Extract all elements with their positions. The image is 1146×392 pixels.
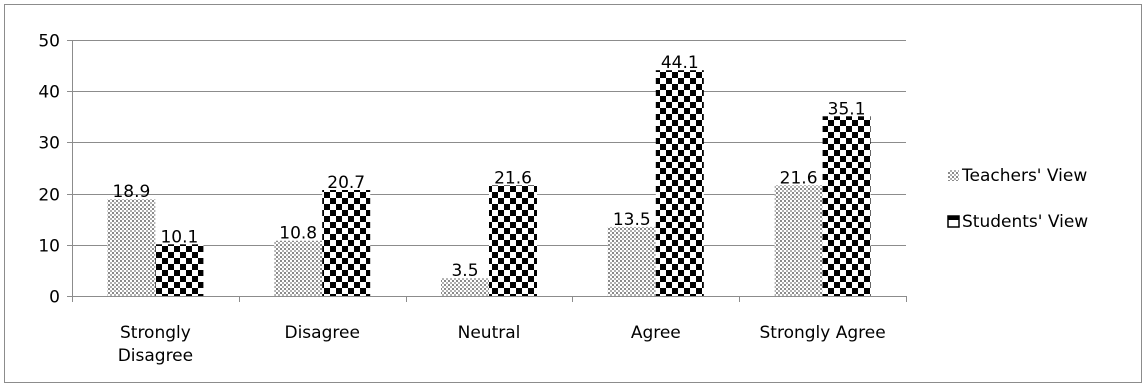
data-label: 20.7	[327, 173, 365, 193]
y-tick-label: 40	[38, 83, 60, 103]
bar-students-neutral	[489, 185, 537, 296]
bars	[107, 70, 871, 297]
data-label: 44.1	[661, 53, 699, 73]
data-label: 21.6	[494, 168, 532, 188]
y-tick-label: 30	[38, 134, 60, 154]
gridlines	[72, 40, 906, 246]
bar-teachers-disagree	[274, 240, 323, 296]
bar-students-strongly-agree	[822, 116, 871, 297]
axes: 0 10 20 30 40 50 Strongly Disagree Disagree Neutr…	[38, 32, 907, 366]
data-label: 10.8	[279, 224, 317, 244]
bar-students-agree	[655, 70, 704, 296]
y-tick-label: 0	[49, 288, 60, 308]
legend-swatch-fill	[948, 216, 959, 220]
x-tick-label: Strongly	[120, 323, 191, 343]
y-tick-label: 50	[38, 32, 60, 52]
chart-border	[4, 4, 1142, 383]
y-tick-label: 20	[38, 186, 60, 206]
bar-teachers-agree	[607, 226, 656, 296]
legend-label: Students' View	[962, 212, 1088, 232]
legend: Teachers' View Students' View	[947, 166, 1088, 232]
bar-teachers-strongly-disagree	[107, 199, 156, 296]
data-label: 3.5	[451, 261, 478, 281]
data-label: 18.9	[112, 182, 150, 202]
data-label: 35.1	[828, 99, 866, 119]
legend-label: Teachers' View	[961, 166, 1087, 186]
x-tick-label: Disagree	[284, 323, 359, 343]
bar-teachers-neutral	[441, 278, 489, 296]
x-tick-label: Disagree	[118, 346, 193, 366]
x-tick-label: Neutral	[458, 323, 521, 343]
x-tick-label: Agree	[631, 323, 681, 343]
data-label: 10.1	[160, 227, 198, 247]
bar-students-strongly-disagree	[155, 244, 204, 296]
y-tick-label: 10	[38, 237, 60, 257]
data-label: 21.6	[780, 168, 818, 188]
bar-students-disagree	[322, 190, 371, 296]
bar-teachers-strongly-agree	[774, 185, 823, 296]
data-labels: 18.9 10.1 10.8 20.7 3.5 21.6 13.5 44.1 21.6 35.1	[112, 53, 865, 281]
legend-swatch	[948, 170, 959, 181]
x-tick-label: Strongly Agree	[760, 323, 886, 343]
data-label: 13.5	[613, 210, 651, 230]
